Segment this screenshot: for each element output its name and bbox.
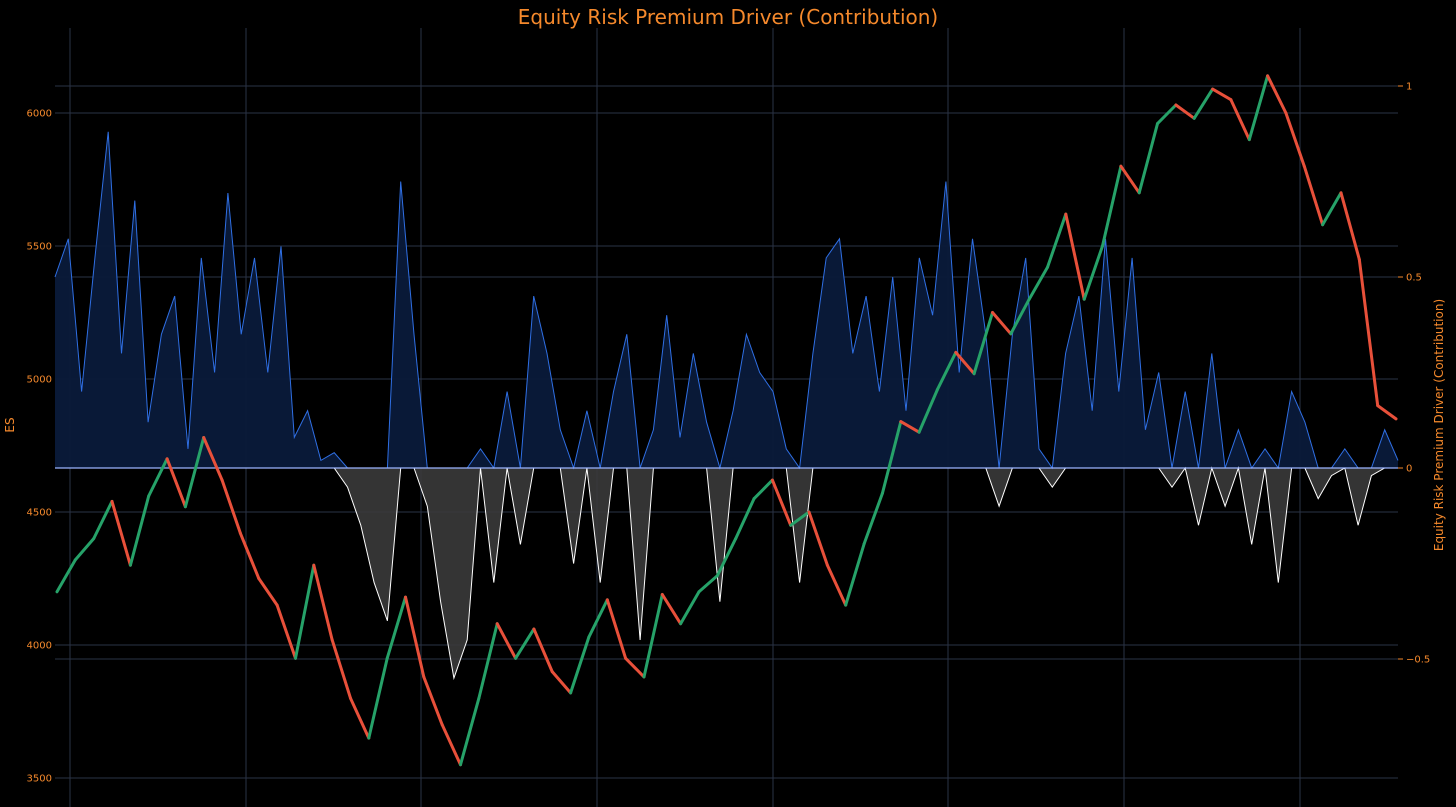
price-segment bbox=[1046, 212, 1068, 269]
price-series-layer bbox=[55, 74, 1398, 767]
price-segment bbox=[825, 563, 848, 607]
driver-negative-area bbox=[55, 468, 1398, 679]
left-axis-tick-label: 6000 bbox=[27, 109, 52, 120]
price-segment bbox=[385, 595, 407, 660]
price-segment bbox=[92, 499, 114, 541]
price-segment bbox=[624, 656, 646, 679]
price-segment bbox=[1376, 404, 1398, 421]
price-segment bbox=[587, 598, 609, 639]
price-segment bbox=[954, 350, 976, 376]
driver-series-layer bbox=[54, 131, 1399, 681]
price-segment bbox=[1064, 212, 1086, 301]
price-segment bbox=[514, 627, 536, 660]
price-segment bbox=[1174, 103, 1196, 120]
price-segment bbox=[1156, 103, 1178, 126]
price-segment bbox=[605, 598, 628, 660]
price-segment bbox=[1192, 87, 1215, 120]
price-segment bbox=[294, 563, 316, 660]
price-segment bbox=[917, 388, 939, 434]
price-segment bbox=[459, 696, 481, 767]
price-segment bbox=[752, 478, 774, 501]
price-segment bbox=[477, 622, 499, 700]
price-segment bbox=[495, 622, 518, 660]
price-segment bbox=[532, 627, 554, 674]
left-axis-title: ES bbox=[3, 417, 17, 432]
price-segment bbox=[73, 537, 96, 562]
price-segment bbox=[367, 656, 389, 740]
price-segment bbox=[1284, 111, 1306, 168]
price-segment bbox=[1321, 191, 1343, 227]
price-segment bbox=[238, 531, 261, 580]
price-segment bbox=[202, 436, 224, 482]
price-segment bbox=[550, 670, 573, 695]
price-segment bbox=[1009, 297, 1031, 336]
left-axis-tick-label: 4500 bbox=[27, 508, 52, 519]
price-segment bbox=[770, 478, 793, 527]
price-segment bbox=[165, 457, 187, 509]
right-axis-tick-label: 1 bbox=[1406, 82, 1412, 93]
price-segment bbox=[935, 350, 958, 392]
price-segment bbox=[844, 542, 866, 607]
price-segment bbox=[789, 510, 811, 527]
price-segment bbox=[422, 675, 444, 727]
right-axis-ticks: 1 0.5 0 −0.5 bbox=[1398, 82, 1430, 666]
price-segment bbox=[404, 595, 426, 679]
price-segment bbox=[862, 491, 884, 546]
left-axis-tick-label: 5000 bbox=[27, 375, 52, 386]
price-segment bbox=[715, 537, 738, 578]
price-segment bbox=[330, 638, 352, 700]
price-segment bbox=[1211, 87, 1233, 102]
left-axis-tick-label: 5500 bbox=[27, 242, 52, 253]
price-segment bbox=[257, 577, 279, 607]
price-segment bbox=[697, 574, 719, 594]
price-segment bbox=[807, 510, 829, 567]
price-segment bbox=[972, 311, 994, 376]
price-segment bbox=[349, 696, 371, 740]
price-segment bbox=[275, 603, 297, 660]
price-segment bbox=[642, 593, 664, 679]
price-segment bbox=[1266, 74, 1288, 115]
price-segment bbox=[1357, 257, 1380, 408]
price-segment bbox=[1101, 164, 1123, 248]
left-axis-ticks: 3500 4000 4500 5000 5500 6000 bbox=[27, 109, 52, 785]
price-segment bbox=[1302, 164, 1325, 227]
price-segment bbox=[1339, 191, 1361, 261]
left-axis-tick-label: 3500 bbox=[27, 774, 52, 785]
right-axis-tick-label: −0.5 bbox=[1406, 655, 1430, 666]
left-axis-tick-label: 4000 bbox=[27, 641, 52, 652]
price-segment bbox=[1082, 244, 1104, 301]
price-segment bbox=[880, 420, 903, 495]
price-segment bbox=[660, 593, 683, 626]
price-segment bbox=[110, 499, 132, 567]
price-segment bbox=[1027, 265, 1049, 301]
price-segment bbox=[991, 311, 1013, 336]
right-axis-title: Equity Risk Premium Driver (Contribution… bbox=[1432, 299, 1446, 551]
price-segment bbox=[147, 457, 169, 498]
price-segment bbox=[734, 497, 756, 541]
right-axis-tick-label: 0.5 bbox=[1406, 273, 1422, 284]
price-segment bbox=[1137, 122, 1159, 195]
right-axis-tick-label: 0 bbox=[1406, 464, 1412, 475]
price-segment bbox=[440, 723, 462, 767]
price-segment bbox=[1229, 98, 1251, 142]
price-segment bbox=[679, 590, 701, 626]
price-segment bbox=[899, 420, 921, 434]
price-segment bbox=[1247, 74, 1270, 142]
price-segment bbox=[569, 635, 591, 695]
price-segment bbox=[1119, 164, 1141, 195]
price-segment bbox=[55, 558, 77, 594]
driver-positive-line bbox=[54, 131, 1399, 470]
price-segment bbox=[312, 563, 334, 642]
price-segment bbox=[128, 494, 151, 567]
price-segment bbox=[183, 436, 206, 509]
price-segment bbox=[220, 478, 242, 535]
chart-title: Equity Risk Premium Driver (Contribution… bbox=[518, 5, 938, 29]
